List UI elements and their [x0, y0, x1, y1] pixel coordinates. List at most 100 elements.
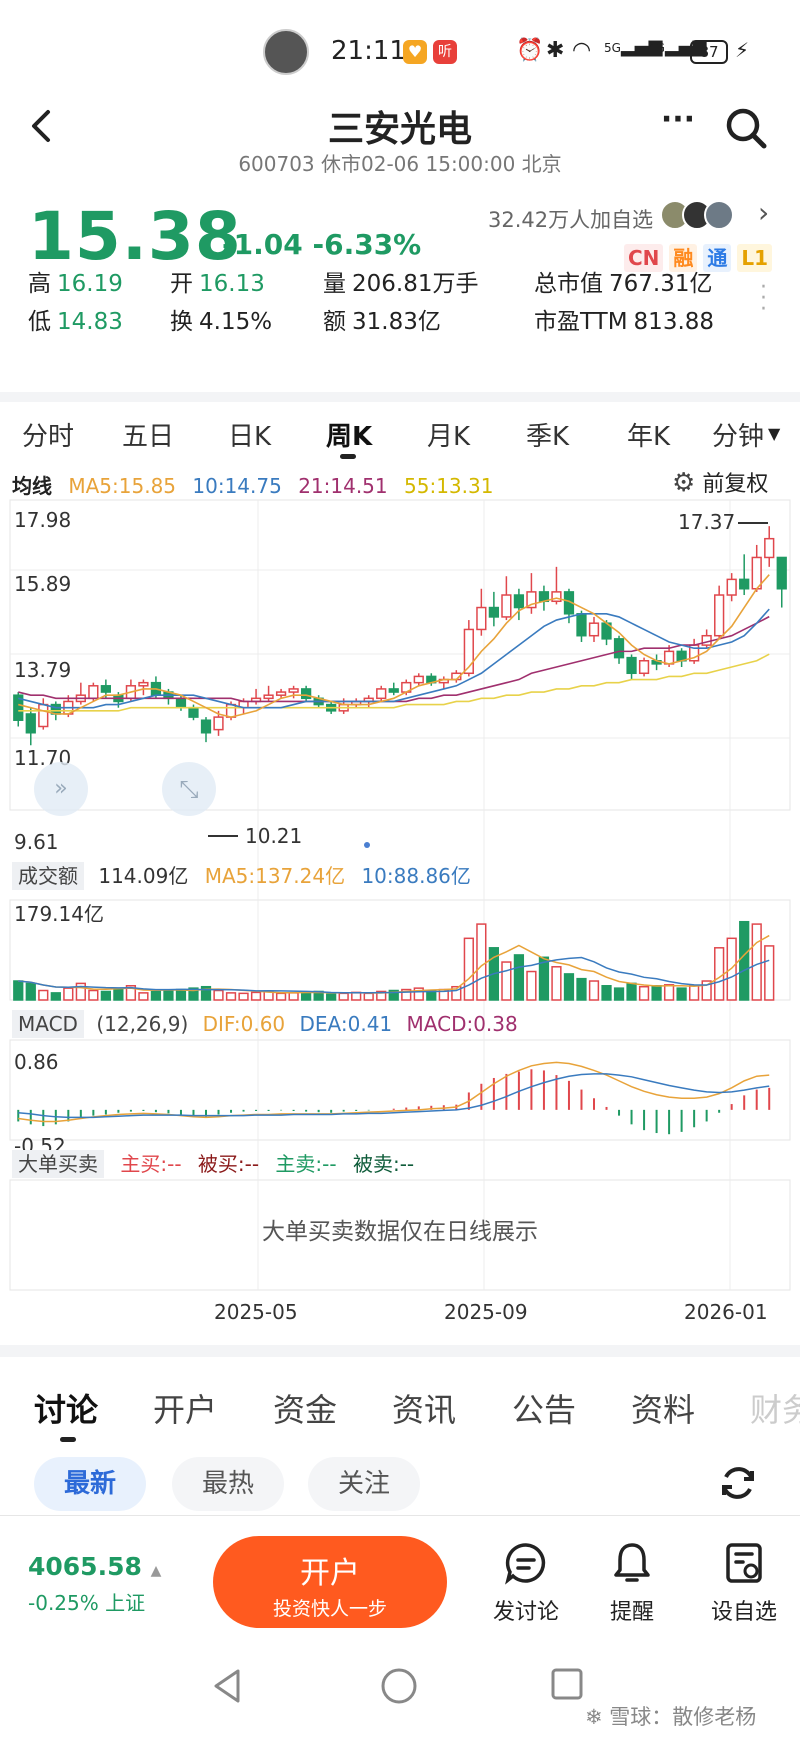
chart-canvas[interactable]: [0, 460, 800, 1340]
stat-value: 14.83: [57, 309, 123, 335]
tab-period-6[interactable]: 年K: [627, 422, 671, 452]
macd-title[interactable]: MACD: [12, 1010, 84, 1038]
open-account-button[interactable]: 开户 投资快人一步: [213, 1536, 447, 1628]
candle-body: [739, 578, 750, 590]
volume-bar: [463, 937, 474, 1001]
back-button[interactable]: [22, 102, 62, 150]
tab-period-1[interactable]: 五日: [122, 422, 175, 452]
stat-item: 市盈TTM 813.88: [534, 302, 714, 336]
filter-1[interactable]: 最热: [172, 1457, 284, 1511]
expand-right-button[interactable]: »: [34, 762, 88, 816]
candle-body: [288, 688, 299, 693]
discussion-tab-0[interactable]: 讨论: [34, 1391, 99, 1429]
add-watchlist-button[interactable]: 设自选: [704, 1540, 784, 1630]
volume-ma10: 10:88.86亿: [361, 864, 471, 888]
bell-icon: [614, 1543, 650, 1582]
tab-period-2[interactable]: 日K: [228, 422, 272, 452]
index-ticker[interactable]: 4065.58 ▲ -0.25% 上证: [28, 1552, 178, 1622]
bigorder-beimai: 被买:--: [197, 1152, 260, 1176]
discussion-tab-6[interactable]: 财务: [750, 1391, 800, 1429]
badge-tong[interactable]: 通: [703, 244, 732, 272]
candle-body: [38, 703, 49, 728]
candle-body: [501, 594, 512, 618]
square-recents-icon: [551, 1668, 583, 1700]
watcher-avatars[interactable]: [660, 200, 750, 232]
candle-body: [551, 591, 562, 603]
bigorder-legend: 大单买卖 主买:-- 被买:-- 主卖:-- 被卖:--: [12, 1148, 414, 1178]
stat-item: 开 16.13: [170, 264, 265, 298]
volume-bar: [75, 982, 86, 1001]
more-stats-icon[interactable]: · · ·: [760, 275, 767, 322]
volume-bar: [551, 966, 562, 1001]
page-indicator-dot: [364, 842, 370, 848]
index-value: 4065.58 ▲: [28, 1552, 178, 1581]
fullscreen-button[interactable]: ⤡: [162, 762, 216, 816]
badge-rong[interactable]: 融: [669, 244, 698, 272]
volume-title[interactable]: 成交额: [12, 862, 84, 890]
avatar[interactable]: [263, 29, 309, 75]
candle-body: [714, 594, 725, 637]
kline-chart[interactable]: 均线 MA5:15.85 10:14.75 21:14.51 55:13.31 …: [0, 460, 800, 1340]
discussion-tab-5[interactable]: 资料: [631, 1391, 696, 1429]
candle-body: [413, 675, 424, 684]
tab-period-4[interactable]: 月K: [427, 422, 471, 452]
snowball-logo-icon: ❄: [585, 1705, 603, 1729]
index-name: 上证: [105, 1591, 146, 1615]
stat-value: 767.31亿: [609, 271, 713, 297]
volume-bar: [225, 992, 237, 1001]
volume-legend: 成交额 114.09亿 MA5:137.24亿 10:88.86亿: [12, 860, 471, 890]
battery-icon: 87: [690, 40, 728, 64]
post-discussion-button[interactable]: 发讨论: [486, 1540, 566, 1630]
filter-2[interactable]: 关注: [308, 1457, 420, 1511]
price-axis-label: 13.79: [14, 658, 72, 682]
volume-bar: [200, 985, 212, 1001]
badge-cn[interactable]: CN: [624, 244, 664, 272]
volume-bar: [250, 991, 262, 1001]
high-mark-line: [738, 522, 768, 524]
recents-nav-button[interactable]: [550, 1667, 584, 1705]
discussion-tab-3[interactable]: 资讯: [392, 1391, 457, 1429]
bigorder-title[interactable]: 大单买卖: [12, 1150, 104, 1178]
net2-label: 4G: [648, 41, 665, 55]
candle-body: [275, 691, 287, 696]
x-axis-label: 2025-05: [214, 1300, 298, 1324]
back-nav-button[interactable]: [210, 1667, 244, 1709]
tab-period-5[interactable]: 季K: [526, 422, 570, 452]
candle-body: [138, 681, 149, 687]
ma21-label: 21:14.51: [298, 474, 388, 498]
tab-period-7[interactable]: 分钟: [712, 422, 765, 452]
home-nav-button[interactable]: [380, 1667, 418, 1709]
discussion-tab-1[interactable]: 开户: [153, 1391, 218, 1429]
search-button[interactable]: [722, 104, 770, 152]
x-axis-label: 2026-01: [684, 1300, 768, 1324]
volume-bar: [513, 954, 525, 1001]
candle-body: [476, 606, 487, 631]
candle-body: [213, 716, 224, 731]
volume-bar: [338, 992, 349, 1001]
tab-period-0[interactable]: 分时: [22, 422, 75, 452]
macd-legend: MACD (12,26,9) DIF:0.60 DEA:0.41 MACD:0.…: [12, 1010, 518, 1038]
volume-bar: [113, 988, 124, 1001]
tab-period-3[interactable]: 周K: [326, 422, 373, 452]
alert-button[interactable]: 提醒: [597, 1540, 667, 1630]
badge-row: CN 融通 L1: [618, 244, 773, 272]
stat-label: 低: [28, 309, 51, 335]
refresh-button[interactable]: [712, 1457, 764, 1509]
volume-bar: [701, 980, 712, 1001]
discussion-tab-4[interactable]: 公告: [512, 1391, 577, 1429]
watermark-text: 雪球：散修老杨: [609, 1705, 757, 1729]
discussion-tab-2[interactable]: 资金: [273, 1391, 338, 1429]
volume-bar: [88, 989, 99, 1001]
adjust-toggle[interactable]: ⚙ 前复权: [672, 466, 768, 498]
stat-value: 4.15%: [199, 309, 273, 335]
filter-0[interactable]: 最新: [34, 1457, 146, 1511]
chevron-right-icon[interactable]: ›: [758, 196, 770, 229]
candle-body: [751, 556, 762, 590]
badge-l1[interactable]: L1: [737, 244, 773, 272]
volume-ma5: MA5:137.24亿: [204, 864, 346, 888]
alert-label: 提醒: [609, 1600, 654, 1625]
triangle-back-icon: [214, 1669, 240, 1703]
header: 三安光电 600703 休市02-06 15:00:00 北京 ···: [0, 100, 800, 180]
volume-bar: [376, 990, 387, 1001]
more-button[interactable]: ···: [656, 105, 700, 146]
